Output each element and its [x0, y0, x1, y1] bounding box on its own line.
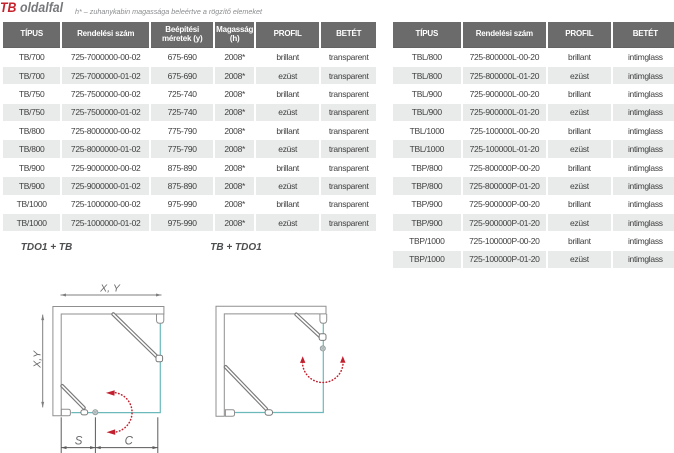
svg-text:X, Y: X, Y	[99, 282, 121, 294]
svg-text:S: S	[75, 436, 83, 448]
svg-text:C: C	[125, 436, 134, 448]
svg-text:X,Y: X,Y	[31, 350, 43, 369]
